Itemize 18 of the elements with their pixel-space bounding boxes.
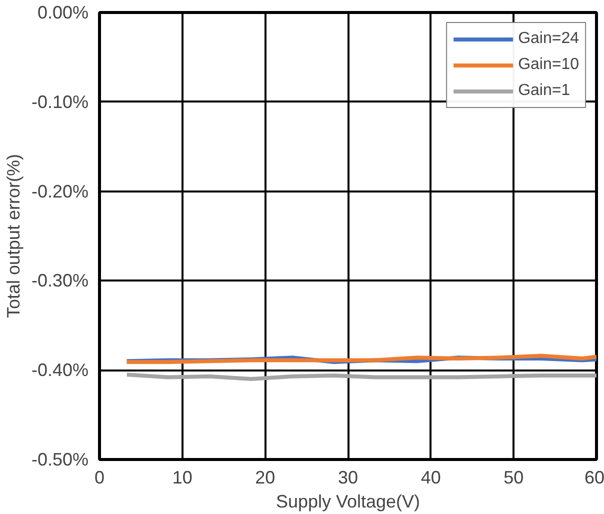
x-tick-label: 0	[94, 468, 105, 488]
y-tick-label: 0.00%	[37, 2, 89, 22]
x-axis-title: Supply Voltage(V)	[276, 492, 420, 512]
x-tick-label: 10	[172, 468, 192, 488]
y-tick-label: -0.30%	[31, 270, 89, 291]
legend-label: Gain=10	[518, 56, 579, 74]
x-tick-label: 40	[420, 468, 441, 488]
y-tick-label: -0.10%	[31, 92, 89, 112]
y-tick-label: -0.50%	[31, 450, 89, 470]
x-tick-label: 30	[338, 468, 358, 488]
x-tick-label: 60	[584, 468, 604, 488]
y-tick-label: -0.20%	[31, 181, 89, 202]
y-axis-title: Total output error(%)	[3, 154, 24, 318]
legend-label: Gain=1	[518, 82, 570, 100]
y-tick-label: -0.40%	[31, 360, 89, 380]
x-tick-label: 20	[255, 468, 276, 488]
legend-label: Gain=24	[518, 30, 579, 48]
x-tick-label: 50	[504, 468, 524, 488]
